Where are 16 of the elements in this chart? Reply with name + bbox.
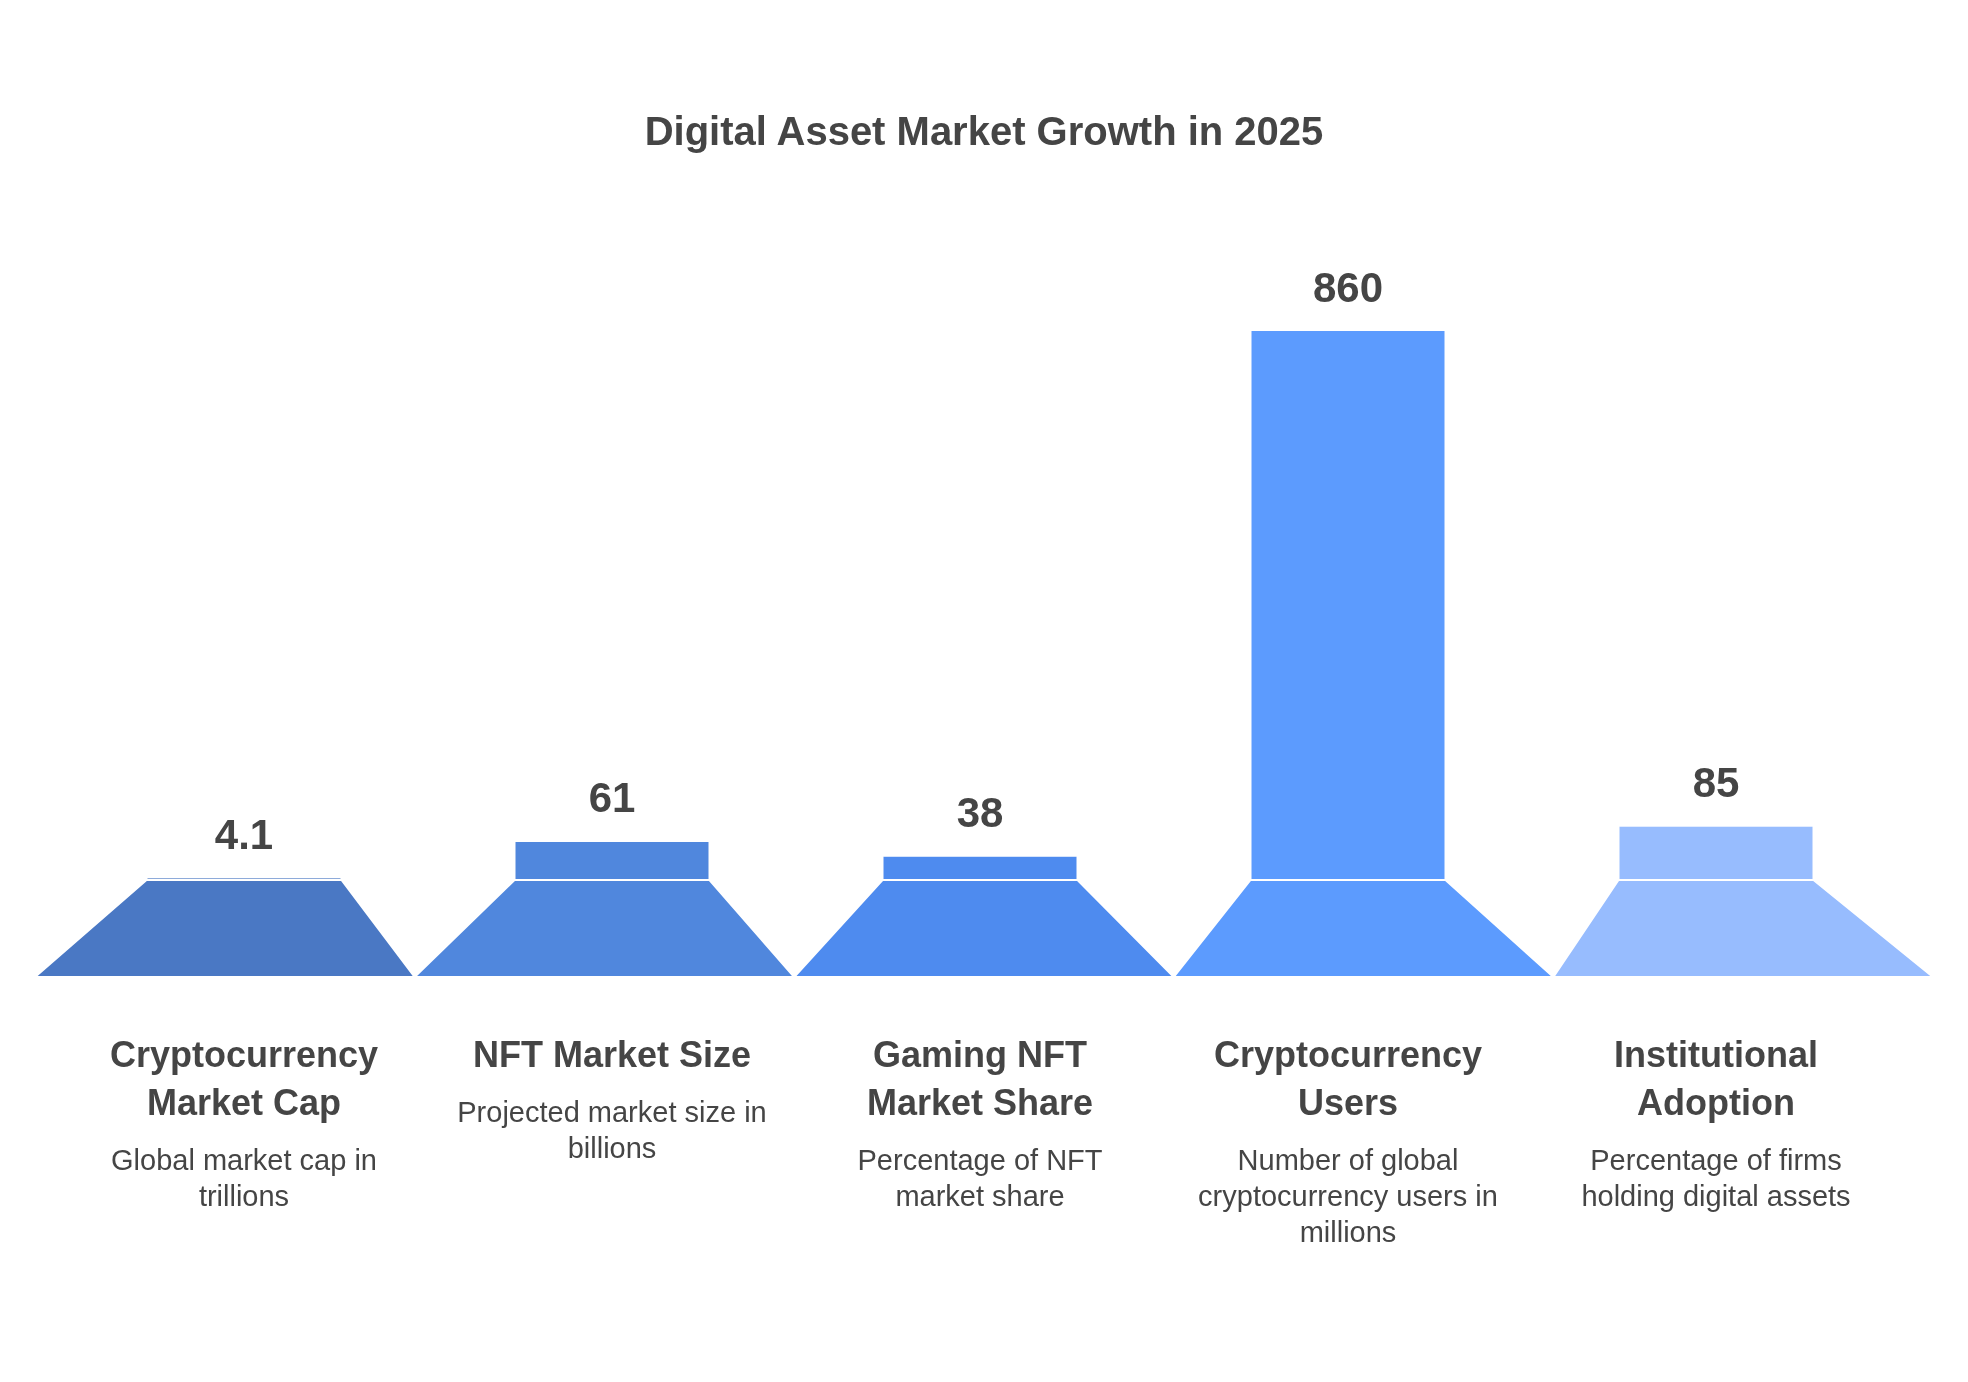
x-tick-label: Gaming NFT Market Share — [866, 1033, 1094, 1123]
chart-title: Digital Asset Market Growth in 2025 — [644, 109, 1324, 153]
data-label: 4.1 — [214, 810, 274, 858]
text: Global market cap in trillions — [111, 1144, 377, 1212]
text: Number of global cryptocurrency users in millions — [1198, 1144, 1498, 1248]
data-label: 85 — [1692, 759, 1740, 807]
x-tick-label: Cryptocurrency Users — [1213, 1033, 1483, 1123]
x-tick-label: Institutional Adoption — [1614, 1033, 1818, 1123]
text: Percentage of firms holding digital assets — [1581, 1144, 1851, 1212]
data-label: 38 — [956, 789, 1004, 837]
text: Projected market size in billions — [457, 1096, 767, 1164]
x-tick-label: NFT Market Size — [472, 1033, 752, 1075]
text: Percentage of NFT market share — [857, 1144, 1103, 1212]
data-label: 860 — [1312, 263, 1384, 311]
data-label: 61 — [588, 774, 636, 822]
x-tick-label: Cryptocurrency Market Cap — [109, 1033, 379, 1123]
